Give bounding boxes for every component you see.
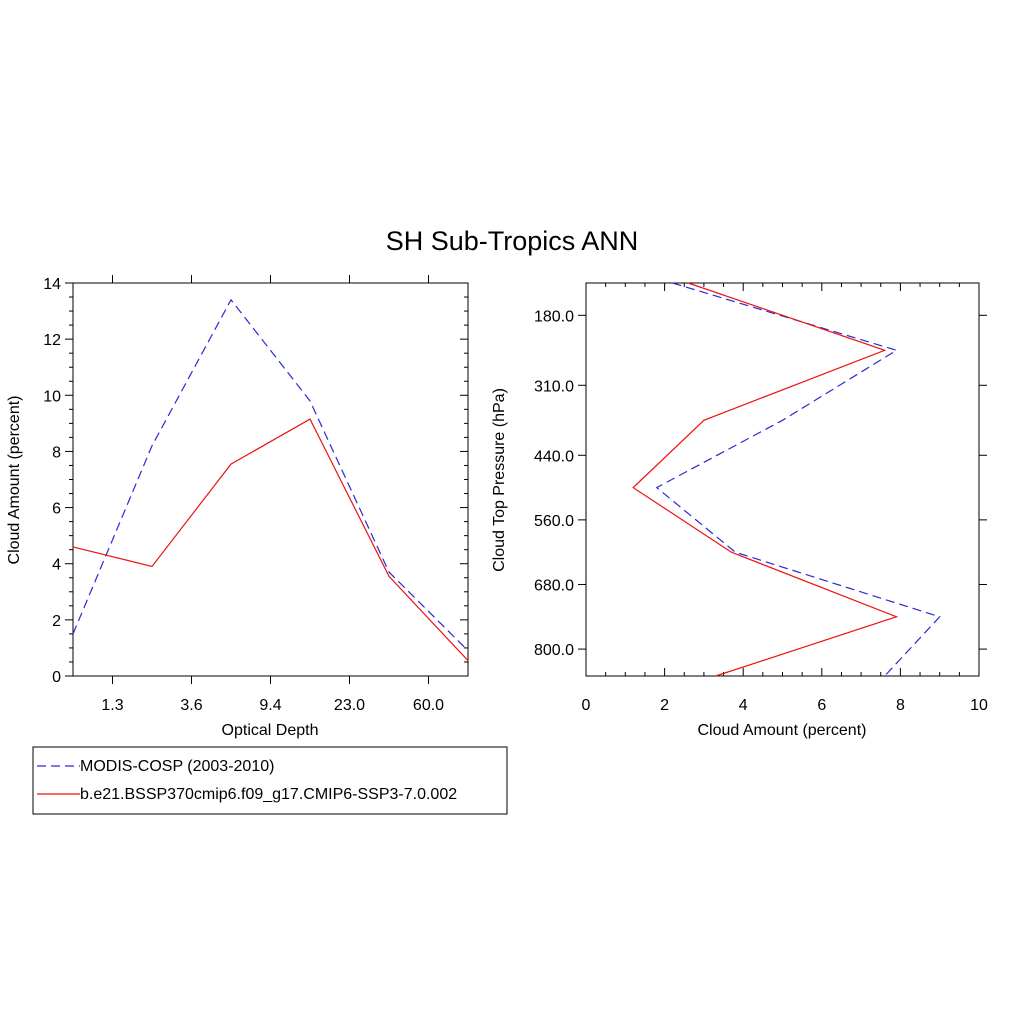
- right-x-tick-label: 10: [970, 697, 988, 714]
- right-y-axis-label: Cloud Top Pressure (hPa): [491, 388, 508, 572]
- right-y-tick-label: 680.0: [534, 577, 574, 594]
- left-y-tick-label: 10: [43, 388, 61, 405]
- right-y-tick-label: 800.0: [534, 642, 574, 659]
- left-x-tick-label: 1.3: [101, 697, 123, 714]
- right-y-tick-label: 310.0: [534, 378, 574, 395]
- left-y-tick-label: 14: [43, 276, 61, 293]
- right-x-tick-label: 4: [739, 697, 748, 714]
- left-y-tick-label: 6: [52, 501, 61, 518]
- right-series-model-line: [632, 282, 899, 677]
- right-y-tick-label: 180.0: [534, 308, 574, 325]
- right-x-tick-label: 0: [582, 697, 591, 714]
- legend: MODIS-COSP (2003-2010) b.e21.BSSP370cmip…: [32, 746, 508, 815]
- left-y-tick-label: 8: [52, 444, 61, 461]
- left-x-tick-label: 60.0: [413, 697, 444, 714]
- left-plot-frame: [72, 282, 469, 677]
- left-x-tick-label: 9.4: [259, 697, 281, 714]
- right-x-axis-label: Cloud Amount (percent): [698, 722, 867, 739]
- left-x-tick-label: 3.6: [180, 697, 202, 714]
- left-y-axis-label: Cloud Amount (percent): [6, 396, 23, 565]
- left-series-modis-line: [72, 298, 469, 652]
- optical-depth-panel: 0 2 4 6 8 10 12 14 1.3 3.6 9.4 23.0 60.0 Optical Dep…: [6, 275, 469, 739]
- left-axis-ticks: 0 2 4 6 8 10 12 14 1.3 3.6 9.4 23.0 60.0: [43, 275, 468, 714]
- right-series-modis-line: [655, 282, 941, 677]
- left-x-axis-label: Optical Depth: [222, 722, 319, 739]
- right-y-tick-label: 440.0: [534, 448, 574, 465]
- legend-label-model: b.e21.BSSP370cmip6.f09_g17.CMIP6-SSP3-7.…: [80, 786, 457, 803]
- left-x-tick-label: 23.0: [334, 697, 365, 714]
- right-x-tick-label: 2: [660, 697, 669, 714]
- right-series-group: [632, 282, 941, 677]
- left-series-group: [72, 298, 469, 662]
- right-x-tick-label: 6: [817, 697, 826, 714]
- left-y-tick-label: 12: [43, 332, 61, 349]
- left-series-model-line: [72, 418, 469, 662]
- left-y-tick-label: 2: [52, 613, 61, 630]
- right-x-tick-label: 8: [896, 697, 905, 714]
- left-y-tick-label: 4: [52, 557, 61, 574]
- right-plot-frame: [585, 282, 980, 677]
- right-axis-ticks: 0 2 4 6 8 10 180.0 310.0 440.0 560.0 680.0 800.0: [534, 283, 988, 714]
- legend-label-modis: MODIS-COSP (2003-2010): [80, 758, 274, 775]
- legend-box: [32, 746, 508, 815]
- cloud-top-pressure-panel: 0 2 4 6 8 10 180.0 310.0 440.0 560.0 680.0 800.0 Cl…: [491, 282, 988, 739]
- figure-title: SH Sub-Tropics ANN: [386, 226, 639, 256]
- left-y-tick-label: 0: [52, 669, 61, 686]
- right-y-tick-label: 560.0: [534, 513, 574, 530]
